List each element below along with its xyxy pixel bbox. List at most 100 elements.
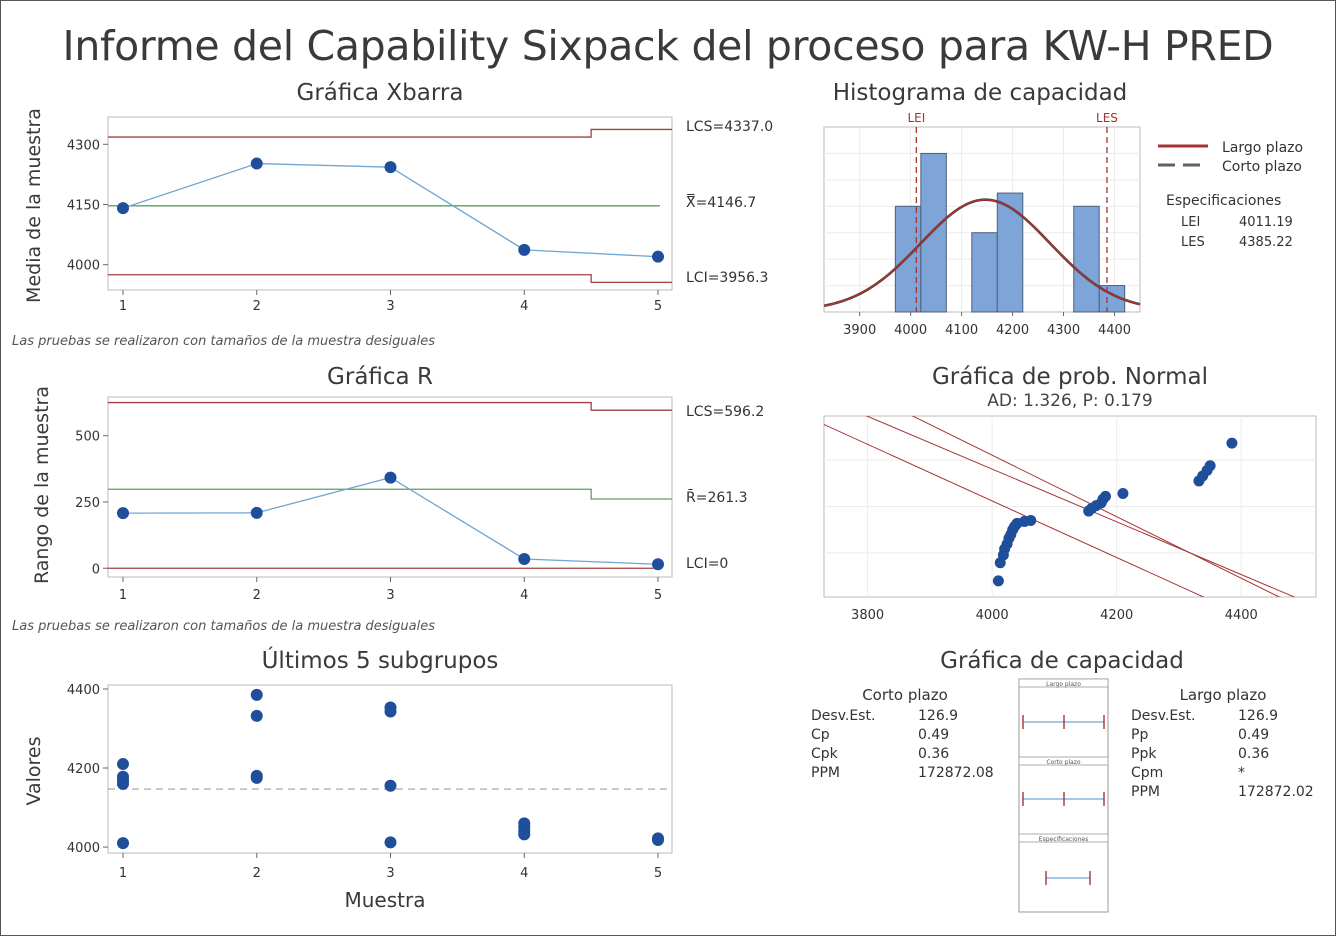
xbar-point (518, 243, 531, 256)
r-series-line (122, 476, 659, 565)
spec-value: 4011.19 (1239, 215, 1293, 230)
spec-value: 4385.22 (1239, 235, 1293, 250)
r-point (250, 506, 263, 519)
long-term-stat-label: Ppk (1131, 746, 1157, 762)
r-title: Gráfica R (327, 364, 433, 390)
long-term-stat-label: Cpm (1131, 765, 1163, 781)
hist-long-term-curve (823, 198, 1141, 307)
last5-title: Últimos 5 subgrupos (262, 646, 499, 674)
xbar-point (652, 250, 664, 263)
normal-fit-line (824, 423, 1205, 597)
short-term-title: Corto plazo (862, 686, 948, 704)
xbar-point (250, 157, 263, 170)
r-point (518, 552, 531, 565)
xbar-y-axis-label: Media de la muestra (23, 108, 45, 303)
hist-x-tick-label: 4300 (1047, 323, 1080, 338)
last5-point (384, 779, 397, 792)
long-term-stat-label: PPM (1131, 784, 1160, 800)
normal-point (1204, 460, 1216, 472)
short-term-stat-value: 172872.08 (918, 765, 994, 781)
long-term-stat-value: 0.49 (1238, 727, 1269, 743)
xbar-x-tick-label: 3 (386, 299, 394, 314)
short-term-stat-label: Cp (811, 727, 830, 743)
short-term-stat-value: 0.49 (918, 727, 949, 743)
r-point (652, 558, 664, 571)
capability-title: Gráfica de capacidad (940, 648, 1184, 674)
last5-point (384, 705, 397, 718)
r-y-tick-label: 250 (75, 496, 100, 511)
short-term-stat-label: Cpk (811, 746, 839, 762)
xbar-y-tick-label: 4000 (67, 259, 100, 274)
last5-x-tick-label: 4 (520, 866, 528, 881)
last5-x-tick-label: 2 (253, 866, 261, 881)
hist-bar (920, 152, 947, 313)
interval-header-label: Largo plazo (1046, 681, 1081, 688)
normal-point (1226, 437, 1238, 449)
xbar-x-tick-label: 5 (654, 299, 662, 314)
hist-bar (1073, 205, 1100, 313)
last5-y-tick-label: 4000 (67, 841, 100, 856)
long-term-stat-value: * (1238, 765, 1245, 781)
page-title: Informe del Capability Sixpack del proce… (62, 22, 1274, 70)
hist-title: Histograma de capacidad (833, 80, 1128, 106)
last5-y-tick-label: 4200 (67, 762, 100, 777)
xbar-lcl-line (108, 274, 672, 284)
xbar-ucl-label: LCS=4337.0 (686, 119, 773, 135)
normal-x-tick-label: 4400 (1225, 608, 1258, 623)
interval-header-label: Corto plazo (1046, 759, 1081, 766)
hist-bar (971, 232, 998, 313)
r-x-tick-label: 4 (520, 588, 528, 603)
hist-x-tick-label: 3900 (843, 323, 876, 338)
xbar-title: Gráfica Xbarra (297, 80, 464, 106)
normal-fit-line (865, 416, 1296, 597)
normal-title: Gráfica de prob. Normal (932, 364, 1208, 390)
last5-point (384, 836, 397, 849)
r-lcl-label: LCI=0 (686, 556, 728, 572)
last5-x-axis-label: Muestra (345, 888, 426, 912)
r-y-axis-label: Rango de la muestra (31, 386, 53, 584)
r-center-label: R̄=261.3 (686, 488, 748, 506)
xbar-lcl-label: LCI=3956.3 (686, 270, 768, 286)
xbar-plot-frame (107, 116, 673, 291)
r-plot-frame (107, 396, 673, 578)
xbar-x-tick-label: 2 (253, 299, 261, 314)
r-point (384, 471, 397, 484)
hist-lei-label: LEI (907, 111, 925, 125)
interval-header (1018, 678, 1109, 688)
normal-point (1099, 490, 1111, 502)
normal-x-tick-label: 3800 (851, 608, 884, 623)
interval-header-label: Especificaciones (1039, 836, 1088, 843)
xbar-y-tick-label: 4300 (67, 138, 100, 153)
long-term-stat-value: 126.9 (1238, 708, 1278, 724)
last5-point (250, 688, 263, 701)
r-x-tick-label: 3 (386, 588, 394, 603)
last5-point (518, 828, 531, 841)
spec-title: Especificaciones (1166, 193, 1281, 209)
last5-point (250, 771, 263, 784)
last5-point (117, 837, 129, 850)
short-term-stat-value: 0.36 (918, 746, 949, 762)
normal-point (992, 575, 1004, 587)
last5-point (250, 709, 263, 722)
xbar-center-label: X̿=4146.7 (686, 193, 756, 211)
interval-header (1018, 833, 1109, 843)
short-term-stat-label: PPM (811, 765, 840, 781)
hist-x-tick-label: 4200 (996, 323, 1029, 338)
normal-point (1025, 514, 1037, 526)
last5-x-tick-label: 1 (119, 866, 127, 881)
last5-x-tick-label: 5 (654, 866, 662, 881)
hist-bar (894, 205, 922, 313)
short-term-stat-value: 126.9 (918, 708, 958, 724)
long-term-title: Largo plazo (1180, 686, 1267, 704)
r-ucl-label: LCS=596.2 (686, 404, 764, 420)
spec-label: LEI (1181, 215, 1200, 230)
r-point (117, 507, 129, 520)
normal-x-tick-label: 4000 (976, 608, 1009, 623)
r-x-tick-label: 1 (119, 588, 127, 603)
hist-x-tick-label: 4100 (945, 323, 978, 338)
r-note: Las pruebas se realizaron con tamaños de… (12, 619, 435, 634)
hist-les-label: LES (1096, 111, 1118, 125)
hist-x-tick-label: 4400 (1098, 323, 1131, 338)
long-term-stat-label: Pp (1131, 727, 1148, 743)
